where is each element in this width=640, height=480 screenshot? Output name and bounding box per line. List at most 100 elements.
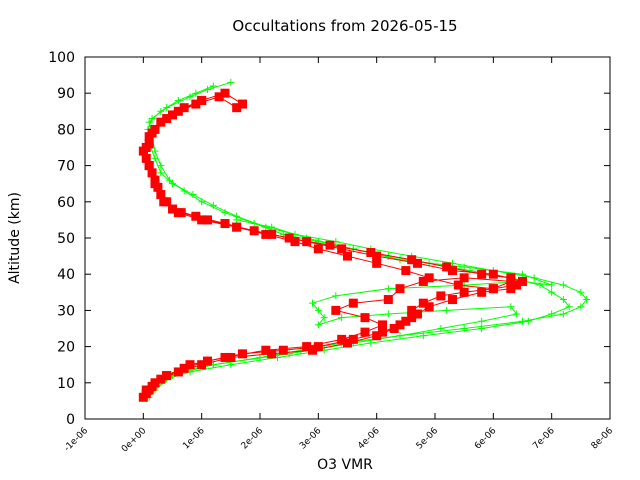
series-1 <box>144 78 591 401</box>
data-point <box>220 88 230 98</box>
data-point <box>159 197 169 207</box>
y-tick-label: 40 <box>57 267 75 283</box>
x-tick-label: 3e-06 <box>298 426 324 452</box>
y-tick-label: 100 <box>48 50 75 66</box>
data-point <box>401 316 411 326</box>
data-point <box>238 349 247 359</box>
data-point <box>459 287 469 297</box>
data-point <box>577 288 585 296</box>
x-tick-label: -1e-06 <box>62 426 90 454</box>
x-axis-label: O3 VMR <box>317 457 373 473</box>
data-point <box>488 284 498 294</box>
x-tick-label: 8e-06 <box>590 426 616 452</box>
data-point <box>366 247 376 257</box>
y-tick-label: 20 <box>57 340 75 356</box>
data-point <box>198 198 206 206</box>
data-point <box>418 276 428 286</box>
data-point <box>214 92 224 102</box>
data-point <box>488 269 498 279</box>
data-point <box>309 299 316 307</box>
data-point <box>372 331 382 341</box>
data-point <box>156 374 166 384</box>
data-point <box>144 161 154 171</box>
data-point <box>348 298 358 308</box>
y-tick-label: 80 <box>57 122 75 138</box>
y-tick-label: 70 <box>57 159 75 175</box>
data-point <box>548 288 556 296</box>
data-point <box>180 187 188 195</box>
data-point <box>384 285 392 293</box>
data-point <box>325 240 335 250</box>
data-point <box>173 208 183 218</box>
data-point <box>348 334 358 344</box>
data-point <box>413 258 422 268</box>
data-point <box>220 219 230 229</box>
series-2 <box>138 88 527 402</box>
data-point <box>395 284 405 294</box>
data-point <box>513 310 521 318</box>
chart-title: Occultations from 2026-05-15 <box>232 17 457 35</box>
data-point <box>401 266 411 276</box>
data-point <box>313 244 323 254</box>
data-point <box>583 296 591 304</box>
y-tick-label: 30 <box>57 303 75 319</box>
data-point <box>308 345 317 355</box>
data-point <box>507 303 515 311</box>
data-point <box>209 82 217 90</box>
y-tick-label: 90 <box>57 86 75 102</box>
data-point <box>478 317 486 325</box>
data-point <box>443 306 451 314</box>
y-tick-label: 60 <box>57 195 75 211</box>
data-point <box>519 270 526 278</box>
data-point <box>459 273 469 283</box>
data-point <box>320 314 328 322</box>
data-point <box>314 306 322 314</box>
data-point <box>413 309 422 319</box>
y-tick-label: 50 <box>57 231 75 247</box>
data-point <box>147 168 157 178</box>
data-point <box>437 325 445 332</box>
data-point <box>360 313 370 323</box>
data-point <box>378 327 387 337</box>
profile-line <box>147 81 588 395</box>
data-point <box>261 229 271 239</box>
data-point <box>141 143 151 152</box>
data-point <box>232 222 242 232</box>
data-point <box>267 229 277 239</box>
data-point <box>150 179 160 189</box>
data-point <box>179 363 189 373</box>
x-tick-label: 0e+00 <box>120 426 149 455</box>
data-point <box>424 302 434 312</box>
series-layer <box>138 78 591 402</box>
data-point <box>372 251 382 261</box>
data-point <box>162 371 172 381</box>
data-point <box>337 244 347 254</box>
data-point <box>157 169 165 177</box>
data-point <box>203 215 212 225</box>
data-point <box>577 303 585 311</box>
data-point <box>192 89 200 97</box>
data-point <box>460 263 468 271</box>
data-point <box>360 327 370 337</box>
data-point <box>168 204 177 214</box>
data-point <box>418 298 428 308</box>
data-point <box>220 352 230 362</box>
data-point <box>267 349 277 359</box>
data-point <box>477 269 487 279</box>
data-point <box>407 305 417 315</box>
x-tick-label: 2e-06 <box>240 426 266 452</box>
data-point <box>148 115 156 123</box>
data-point <box>389 324 399 333</box>
data-point <box>166 176 174 184</box>
data-point <box>179 103 189 113</box>
data-point <box>141 153 151 163</box>
data-point <box>565 303 573 311</box>
data-point <box>536 281 544 289</box>
data-point <box>396 332 404 340</box>
data-point <box>302 237 312 247</box>
data-point <box>338 314 346 322</box>
x-tick-label: 5e-06 <box>415 426 441 452</box>
x-tick-label: 1e-06 <box>181 426 207 452</box>
data-point <box>174 96 182 104</box>
data-point <box>332 292 340 300</box>
